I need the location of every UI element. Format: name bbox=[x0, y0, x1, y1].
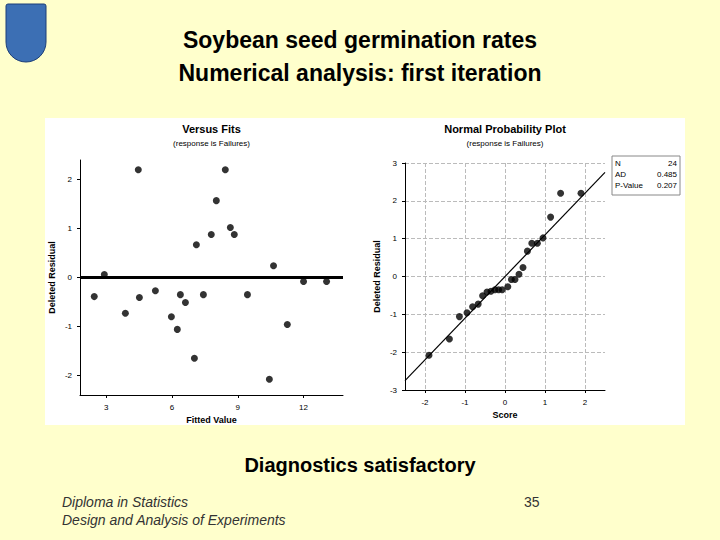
svg-text:(response is Failures): (response is Failures) bbox=[173, 139, 250, 148]
svg-text:Score: Score bbox=[492, 410, 517, 420]
svg-text:35: 35 bbox=[524, 494, 540, 510]
svg-text:3: 3 bbox=[393, 159, 398, 168]
svg-text:AD: AD bbox=[615, 170, 626, 179]
svg-text:0.485: 0.485 bbox=[657, 170, 678, 179]
svg-text:1: 1 bbox=[68, 224, 73, 233]
svg-text:Numerical analysis: first iter: Numerical analysis: first iteration bbox=[178, 60, 541, 86]
svg-text:2: 2 bbox=[68, 175, 73, 184]
svg-text:-2: -2 bbox=[65, 371, 73, 380]
svg-text:P-Value: P-Value bbox=[615, 181, 643, 190]
svg-text:Fitted Value: Fitted Value bbox=[186, 415, 237, 425]
svg-text:0.207: 0.207 bbox=[657, 181, 678, 190]
svg-text:Design and Analysis of Experim: Design and Analysis of Experiments bbox=[62, 512, 286, 528]
svg-text:2: 2 bbox=[393, 196, 398, 205]
svg-text:-2: -2 bbox=[390, 348, 398, 357]
svg-text:12: 12 bbox=[299, 403, 308, 412]
svg-text:24: 24 bbox=[668, 159, 677, 168]
svg-text:Diagnostics satisfactory: Diagnostics satisfactory bbox=[244, 454, 476, 476]
svg-text:6: 6 bbox=[170, 403, 175, 412]
svg-text:0: 0 bbox=[503, 398, 508, 407]
svg-text:Deleted Residual: Deleted Residual bbox=[47, 241, 57, 314]
svg-text:Soybean seed germination rates: Soybean seed germination rates bbox=[183, 27, 537, 53]
svg-text:9: 9 bbox=[236, 403, 241, 412]
svg-text:1: 1 bbox=[543, 398, 548, 407]
svg-text:-2: -2 bbox=[421, 398, 429, 407]
svg-text:Normal Probability Plot: Normal Probability Plot bbox=[444, 123, 566, 135]
svg-text:(response is Failures): (response is Failures) bbox=[467, 139, 544, 148]
svg-text:Diploma in Statistics: Diploma in Statistics bbox=[62, 494, 188, 510]
svg-text:-1: -1 bbox=[65, 322, 73, 331]
svg-text:0: 0 bbox=[68, 273, 73, 282]
svg-text:-1: -1 bbox=[461, 398, 469, 407]
svg-text:3: 3 bbox=[104, 403, 109, 412]
svg-text:1: 1 bbox=[393, 234, 398, 243]
svg-text:Deleted Residual: Deleted Residual bbox=[372, 240, 382, 313]
svg-text:0: 0 bbox=[393, 272, 398, 281]
svg-text:N: N bbox=[615, 159, 621, 168]
svg-text:2: 2 bbox=[583, 398, 588, 407]
svg-text:-1: -1 bbox=[390, 310, 398, 319]
svg-text:-3: -3 bbox=[390, 386, 398, 395]
svg-text:Versus Fits: Versus Fits bbox=[182, 123, 241, 135]
